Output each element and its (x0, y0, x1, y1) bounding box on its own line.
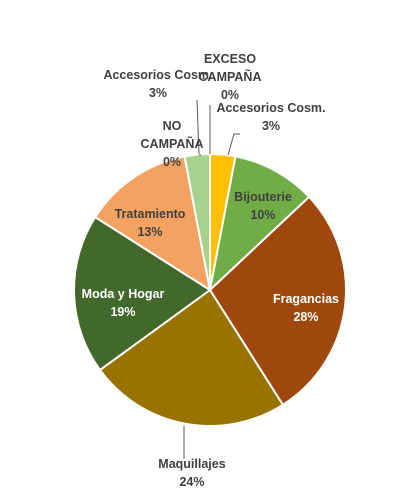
slice-maquillajes-3 (98, 288, 285, 427)
data-label-name-exceso-campaña-8: EXCESO (204, 52, 256, 66)
data-label-name-maquillajes-3: Maquillajes (158, 457, 225, 471)
data-label-value-accesorios-cosm-0: 3% (262, 119, 280, 133)
data-label-value-exceso-campaña-8: 0% (221, 88, 239, 102)
leader-line-accesorios-cosm-0 (227, 133, 240, 156)
slice-moda-y-hogar-4 (73, 215, 212, 372)
leader-lines-layer (183, 99, 240, 459)
data-label-value-bijouterie-1: 10% (250, 208, 275, 222)
slice-tratamiento-5 (93, 155, 212, 293)
data-label-exceso-campaña-8: EXCESO CAMPAÑA 0% (199, 52, 262, 102)
data-label-value-tratamiento-5: 13% (137, 225, 162, 239)
data-label-value-maquillajes-3: 24% (179, 475, 204, 489)
slices-layer (73, 152, 347, 427)
data-label-accesorios-cosm-0: Accesorios Cosm. 3% (216, 101, 325, 133)
data-label-name-bijouterie-1: Bijouterie (234, 190, 292, 204)
data-label-maquillajes-3: Maquillajes 24% (158, 457, 225, 489)
data-label-value-no-campaña-6: 0% (163, 155, 181, 169)
data-label-no-campaña-6: NO CAMPAÑA 0% (141, 119, 204, 169)
data-label-name-fragancias-2: Fragancias (273, 292, 339, 306)
data-label-moda-y-hogar-4: Moda y Hogar 19% (82, 287, 165, 319)
leader-line-accesorios-cosm-7 (196, 99, 200, 155)
slice-fragancias-2 (208, 195, 347, 407)
data-label-name-accesorios-cosm-0: Accesorios Cosm. (216, 101, 325, 115)
data-label-tratamiento-5: Tratamiento 13% (115, 207, 186, 239)
data-label-fragancias-2: Fragancias 28% (273, 292, 339, 324)
slice-bijouterie-1 (208, 155, 311, 293)
data-label-name-no-campaña-6: CAMPAÑA (141, 136, 204, 151)
data-label-name-moda-y-hogar-4: Moda y Hogar (82, 287, 165, 301)
data-label-name-accesorios-cosm-7: Accesorios Cosm. (103, 68, 212, 82)
data-labels-layer: Accesorios Cosm. 3% Bijouterie 10% Fragancia… (82, 52, 339, 489)
data-label-value-fragancias-2: 28% (293, 310, 318, 324)
data-label-accesorios-cosm-7: Accesorios Cosm. 3% (103, 68, 212, 100)
data-label-name-no-campaña-6: NO (163, 119, 182, 133)
data-label-value-moda-y-hogar-4: 19% (110, 305, 135, 319)
data-label-bijouterie-1: Bijouterie 10% (234, 190, 292, 222)
data-label-name-exceso-campaña-8: CAMPAÑA (199, 69, 262, 84)
data-label-name-tratamiento-5: Tratamiento (115, 207, 186, 221)
data-label-value-accesorios-cosm-7: 3% (149, 86, 167, 100)
